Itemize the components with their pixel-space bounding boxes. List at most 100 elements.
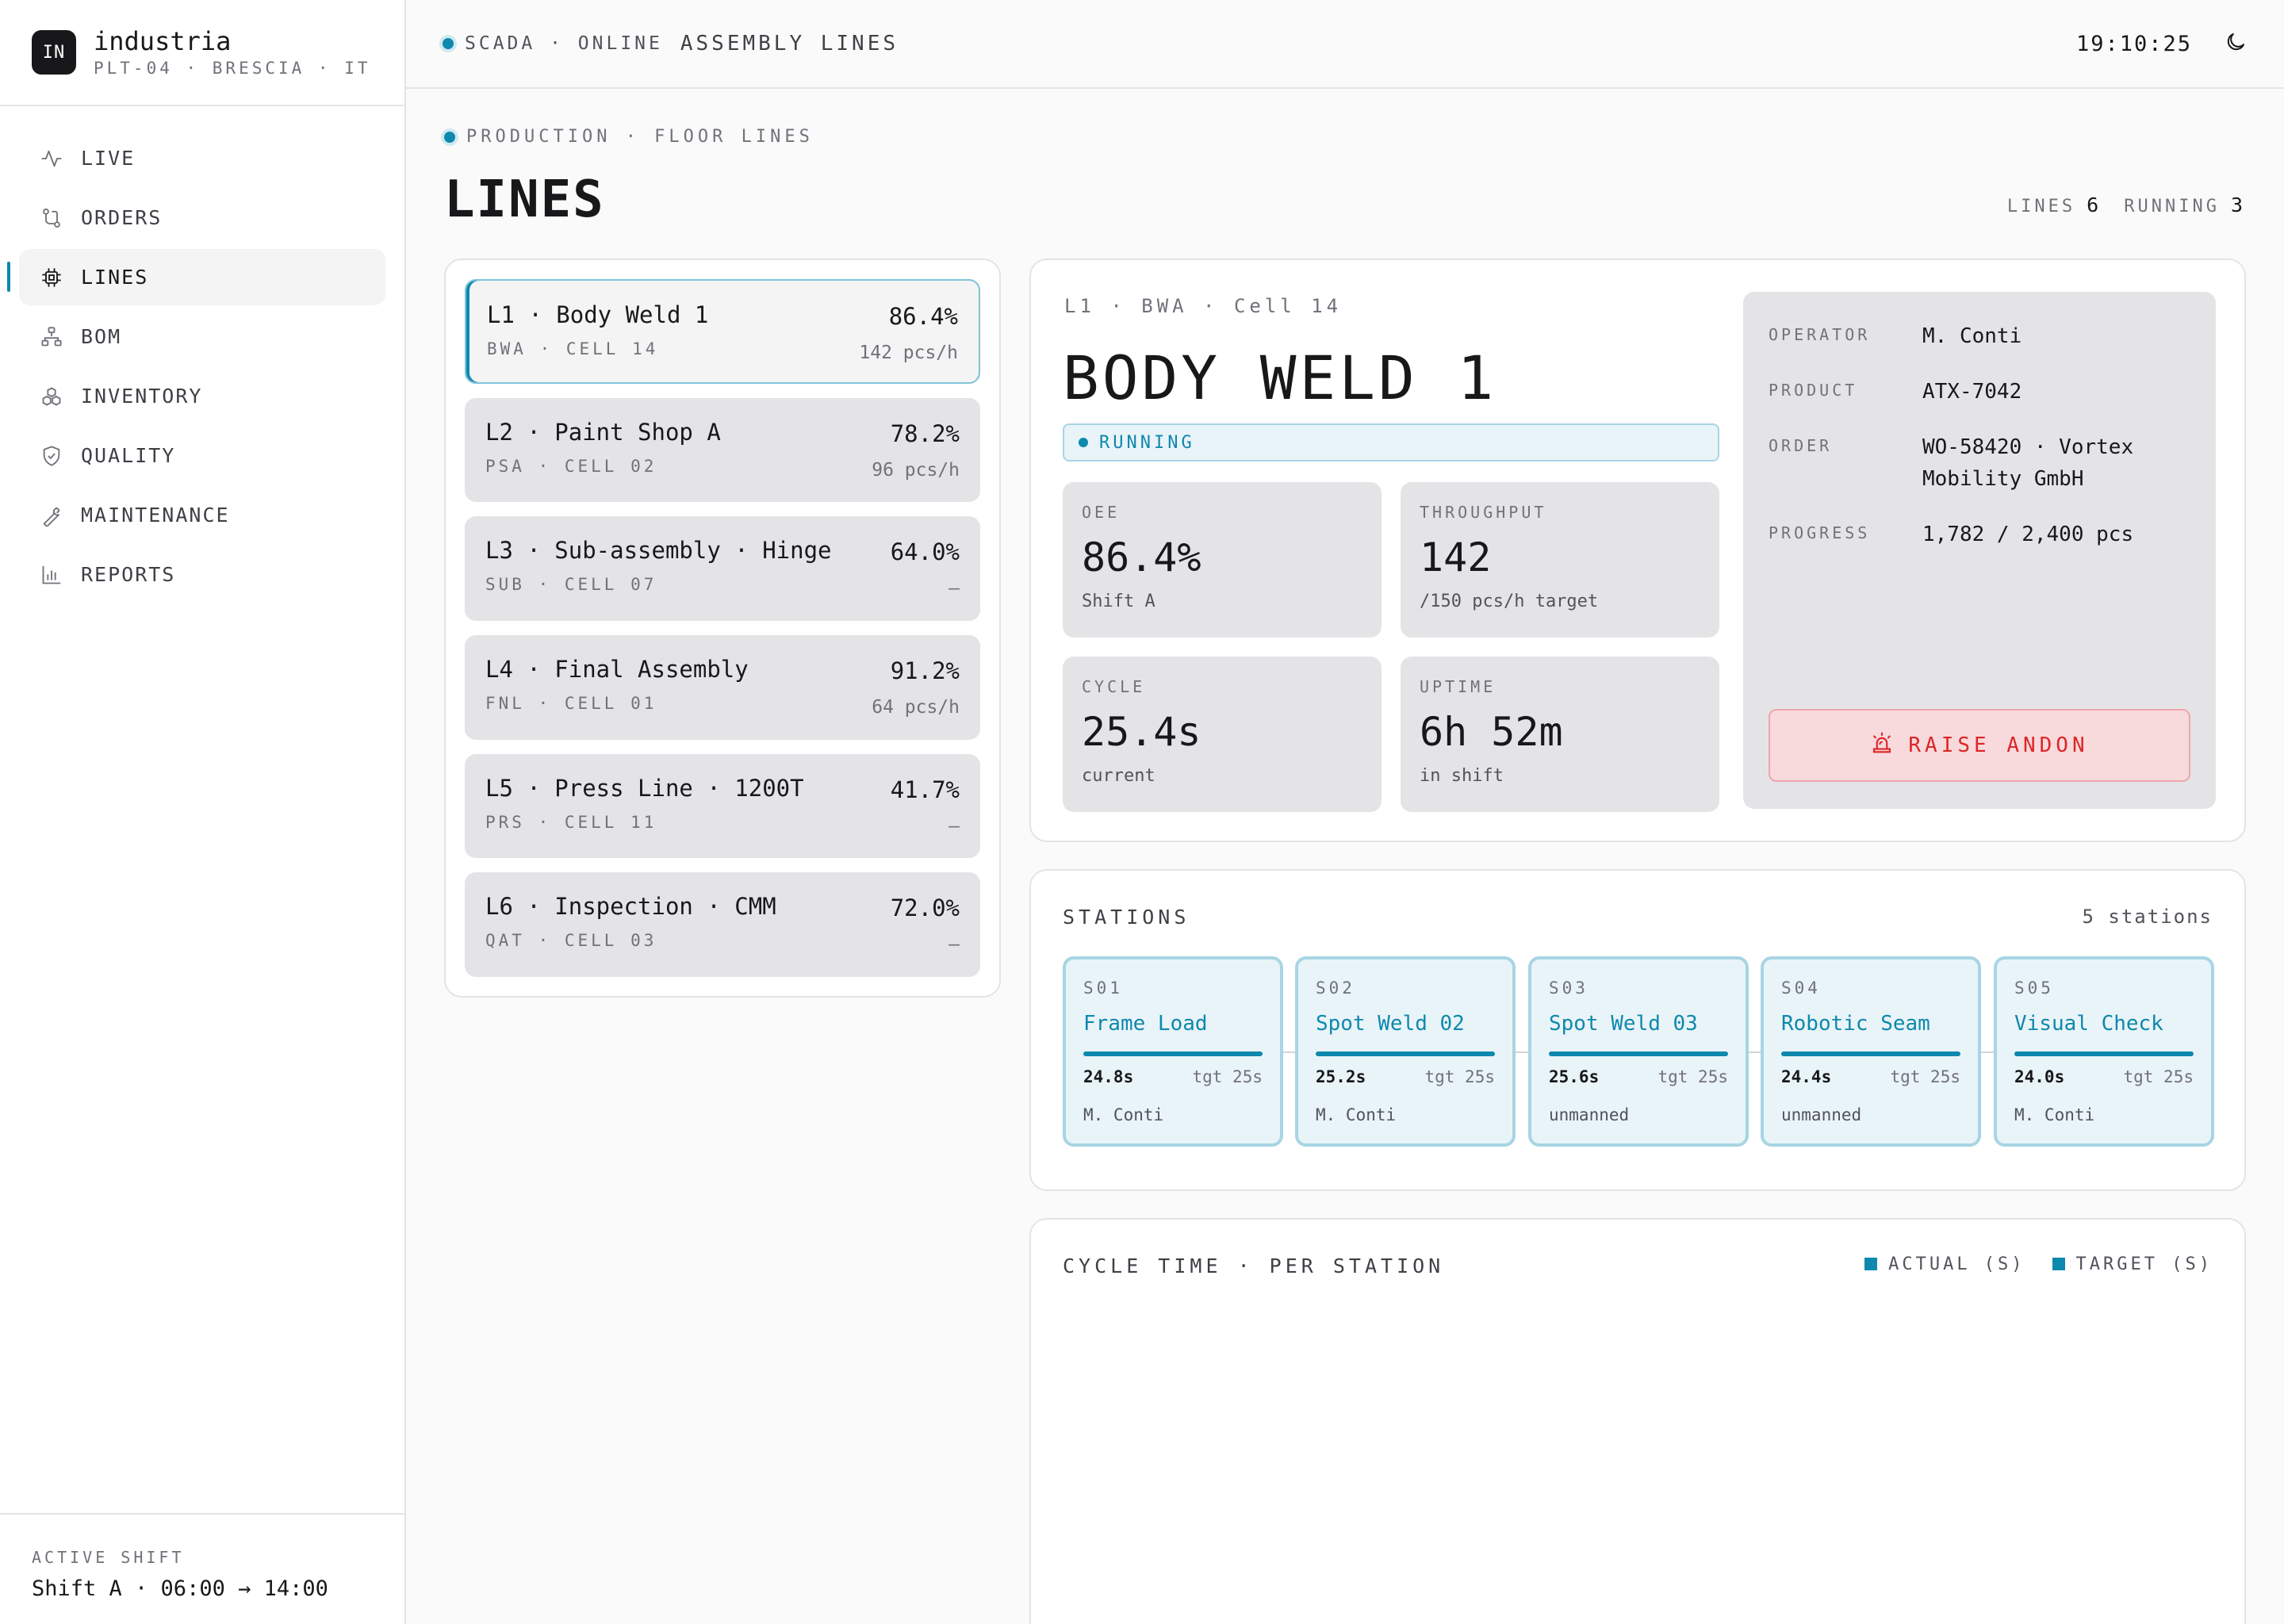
sidebar-item-orders[interactable]: ORDERS [19,190,385,246]
topbar: SCADA · ONLINE ASSEMBLY LINES 19:10:25 [406,0,2284,89]
line-list: L1 · Body Weld 1 BWA · CELL 14 86.4% 142… [444,259,1001,998]
station-card-s02[interactable]: S02 Spot Weld 02 25.2s tgt 25s M. Conti [1295,956,1516,1147]
kpi-label: CYCLE [1082,677,1146,696]
sidebar-item-label: INVENTORY [81,385,203,408]
station-name: Visual Check [2014,1012,2163,1036]
raise-andon-button[interactable]: RAISE ANDON [1769,709,2190,782]
section-dot-icon [444,131,455,143]
line-oee: 78.2% [890,419,960,447]
station-name: Robotic Seam [1781,1012,1930,1036]
sidebar-item-reports[interactable]: REPORTS [19,546,385,603]
chart-legend: ACTUAL (S) TARGET (S) [1864,1254,2213,1274]
station-card-s05[interactable]: S05 Visual Check 24.0s tgt 25s M. Conti [1994,956,2214,1147]
line-card-l5[interactable]: L5 · Press Line · 1200T PRS · CELL 11 41… [465,753,980,859]
line-rate: — [948,578,960,599]
moon-icon[interactable] [2224,30,2248,57]
brand-name: industria [94,26,232,56]
kpi-value: 25.4s [1082,709,1201,755]
station-actual: 25.2s [1316,1067,1366,1086]
sidebar-item-bom[interactable]: BOM [19,308,385,365]
station-bar [2014,1051,2194,1056]
line-oee: 86.4% [888,303,958,330]
online-dot-icon [443,38,454,49]
line-card-l3[interactable]: L3 · Sub-assembly · Hinge SUB · CELL 07 … [465,516,980,622]
status-dot-icon [1079,438,1088,447]
line-counts: LINES 6 RUNNING 3 [2007,193,2246,216]
line-oee: 64.0% [890,538,960,566]
legend-target: TARGET (S) [2052,1254,2213,1274]
info-value: WO-58420 · Vortex Mobility GmbH [1922,435,2134,491]
station-card-s04[interactable]: S04 Robotic Seam 24.4s tgt 25s unmanned [1761,956,1981,1147]
station-operator: M. Conti [1316,1105,1397,1124]
kpi-label: OEE [1082,503,1121,522]
route-icon [40,206,63,230]
brand[interactable]: IN industria PLT-04 · BRESCIA · IT [0,0,404,106]
lines-count: LINES 6 [2006,193,2102,216]
kpi-cycle: CYCLE 25.4s current [1063,657,1382,812]
kpi-label: UPTIME [1420,677,1496,696]
line-detail: L1 · BWA · Cell 14 BODY WELD 1 RUNNING O… [1029,259,2246,842]
sidebar-item-live[interactable]: LIVE [19,130,385,186]
line-code: FNL · CELL 01 [485,694,657,714]
info-value: 1,782 / 2,400 pcs [1922,523,2134,546]
station-id: S01 [1083,979,1123,998]
brand-logo: IN [32,30,76,75]
station-target: tgt 25s [1424,1067,1495,1086]
kpi-uptime: UPTIME 6h 52m in shift [1401,657,1719,812]
chip-icon [40,266,63,289]
stations-row: S01 Frame Load 24.8s tgt 25s M. Conti S02… [1063,956,2214,1147]
station-name: Frame Load [1083,1012,1208,1036]
info-value: M. Conti [1922,324,2022,348]
line-rate: — [948,934,960,956]
siren-icon [1870,731,1894,760]
station-bar [1083,1051,1263,1056]
line-card-l2[interactable]: L2 · Paint Shop A PSA · CELL 02 78.2% 96… [465,397,980,503]
scada-status: SCADA · ONLINE [443,33,663,54]
stations-title: STATIONS [1063,906,1190,929]
line-rate: 96 pcs/h [872,459,960,481]
line-card-l1[interactable]: L1 · Body Weld 1 BWA · CELL 14 86.4% 142… [465,279,980,384]
station-card-s01[interactable]: S01 Frame Load 24.8s tgt 25s M. Conti [1063,956,1283,1147]
kpi-sub: in shift [1420,766,1504,786]
info-row-order: ORDER WO-58420 · Vortex Mobility GmbH [1769,431,2190,495]
line-code: PRS · CELL 11 [485,812,657,832]
running-count: RUNNING 3 [2124,193,2246,216]
station-target: tgt 25s [2123,1067,2194,1086]
scada-status-text: SCADA · ONLINE [465,33,663,54]
sidebar-item-quality[interactable]: QUALITY [19,427,385,484]
info-key: ORDER [1769,436,1833,455]
legend-swatch [2052,1258,2065,1270]
sidebar-item-label: LIVE [81,147,136,170]
station-target: tgt 25s [1890,1067,1960,1086]
station-target: tgt 25s [1657,1067,1728,1086]
sidebar-item-inventory[interactable]: INVENTORY [19,368,385,424]
activity-icon [40,147,63,170]
station-id: S03 [1549,979,1588,998]
legend-actual: ACTUAL (S) [1864,1254,2025,1274]
line-card-l4[interactable]: L4 · Final Assembly FNL · CELL 01 91.2% … [465,635,980,740]
stations-count: 5 stations [2082,906,2213,928]
line-code: PSA · CELL 02 [485,456,657,476]
station-id: S05 [2014,979,2054,998]
station-actual: 24.4s [1781,1067,1832,1086]
detail-breadcrumb: L1 · BWA · Cell 14 [1064,295,1343,317]
kpi-throughput: THROUGHPUT 142 /150 pcs/h target [1401,482,1719,638]
info-row-operator: OPERATOR M. Conti [1769,320,2190,352]
status-badge: RUNNING [1063,423,1719,462]
sidebar-item-label: QUALITY [81,444,176,467]
station-actual: 25.6s [1549,1067,1600,1086]
raise-andon-label: RAISE ANDON [1908,733,2089,757]
station-operator: M. Conti [1083,1105,1164,1124]
line-oee: 91.2% [890,657,960,685]
kpi-value: 86.4% [1082,534,1201,580]
line-card-l6[interactable]: L6 · Inspection · CMM QAT · CELL 03 72.0… [465,872,980,978]
sidebar-item-maintenance[interactable]: MAINTENANCE [19,487,385,543]
kpi-value: 142 [1420,534,1492,580]
main-content: SCADA · ONLINE ASSEMBLY LINES 19:10:25 P… [406,0,2284,1624]
line-name: L5 · Press Line · 1200T [485,774,804,802]
info-row-progress: PROGRESS 1,782 / 2,400 pcs [1769,519,2190,550]
line-code: QAT · CELL 03 [485,931,657,951]
station-card-s03[interactable]: S03 Spot Weld 03 25.6s tgt 25s unmanned [1528,956,1749,1147]
sidebar-item-lines[interactable]: LINES [7,249,385,305]
